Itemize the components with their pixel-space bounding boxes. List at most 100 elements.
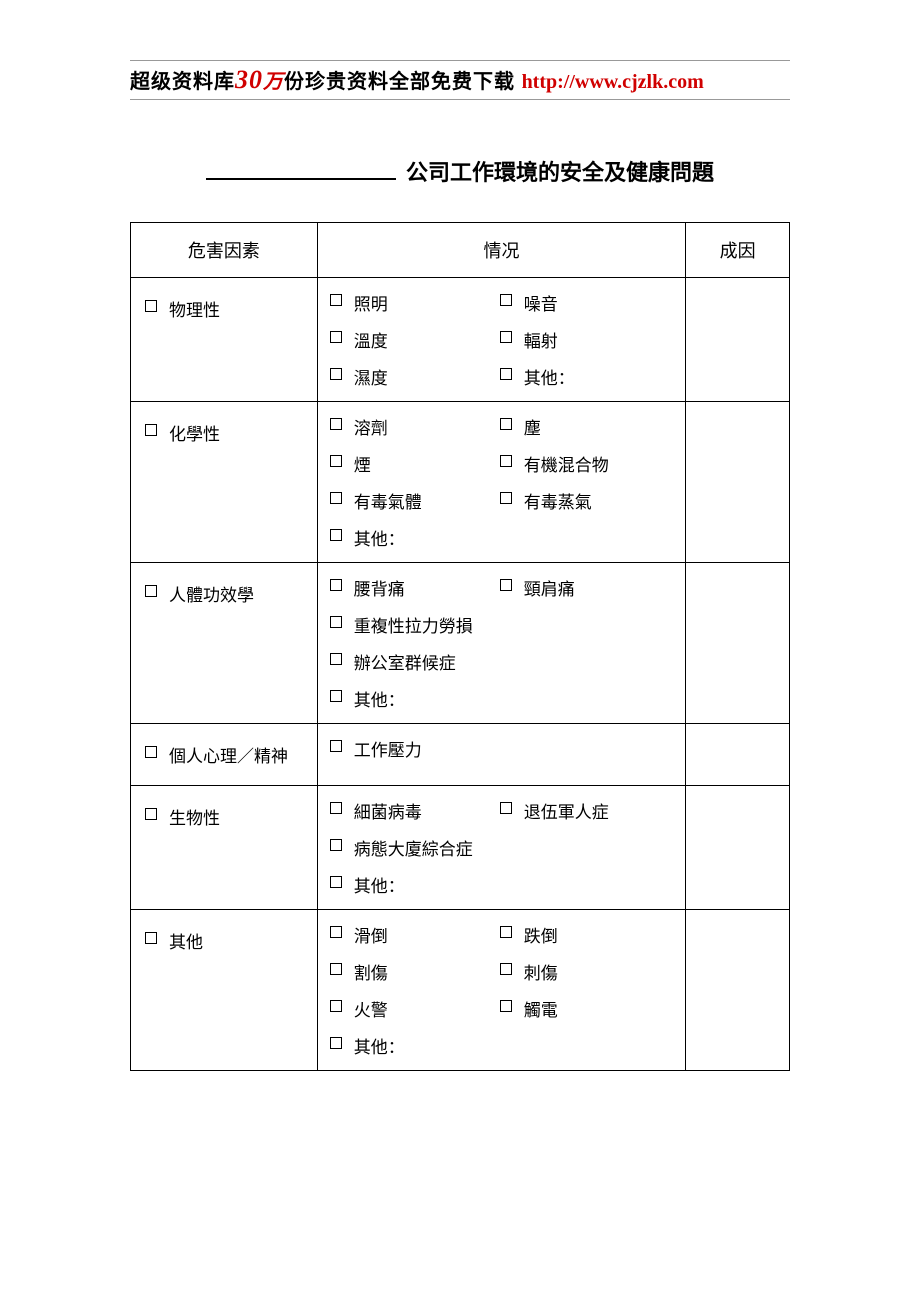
condition-pair: 有毒氣體 有毒蒸氣 <box>328 482 681 519</box>
condition-single: 其他： <box>328 680 681 717</box>
checkbox-icon[interactable] <box>500 1000 512 1012</box>
checkbox-icon[interactable] <box>330 579 342 591</box>
checkbox-icon[interactable] <box>500 579 512 591</box>
checkbox-item[interactable]: 其他： <box>498 358 668 395</box>
condition-single: 病態大廈綜合症 <box>328 829 681 866</box>
header-condition: 情况 <box>317 223 685 278</box>
company-blank-field[interactable] <box>206 178 396 180</box>
document-page: 超级资料库30万份珍贵资料全部免费下载 http://www.cjzlk.com… <box>0 0 920 1131</box>
checkbox-icon[interactable] <box>330 492 342 504</box>
checkbox-label: 其他 <box>169 928 203 953</box>
checkbox-icon[interactable] <box>330 876 342 888</box>
cause-cell[interactable] <box>686 910 790 1071</box>
checkbox-label: 濕度 <box>354 364 388 389</box>
checkbox-icon[interactable] <box>330 963 342 975</box>
checkbox-item[interactable]: 濕度 <box>328 358 498 395</box>
checkbox-icon[interactable] <box>330 653 342 665</box>
checkbox-item[interactable]: 辦公室群候症 <box>328 643 681 680</box>
checkbox-item[interactable]: 其他： <box>328 680 681 717</box>
checkbox-item[interactable]: 滑倒 <box>328 916 498 953</box>
checkbox-item[interactable]: 塵 <box>498 408 668 445</box>
checkbox-icon[interactable] <box>330 331 342 343</box>
checkbox-item[interactable]: 輻射 <box>498 321 668 358</box>
cause-cell[interactable] <box>686 278 790 402</box>
banner-text-3: 份珍贵资料全部免费下载 <box>284 71 515 93</box>
checkbox-label: 有毒氣體 <box>354 488 422 513</box>
checkbox-item[interactable]: 割傷 <box>328 953 498 990</box>
checkbox-icon[interactable] <box>330 294 342 306</box>
checkbox-item[interactable]: 火警 <box>328 990 498 1027</box>
cause-cell[interactable] <box>686 563 790 724</box>
checkbox-item[interactable]: 其他： <box>328 519 681 556</box>
checkbox-label: 其他： <box>524 364 575 389</box>
checkbox-item[interactable]: 噪音 <box>498 284 668 321</box>
checkbox-label: 溶劑 <box>354 414 388 439</box>
checkbox-icon[interactable] <box>500 331 512 343</box>
checkbox-label: 塵 <box>524 414 541 439</box>
checkbox-item[interactable]: 病態大廈綜合症 <box>328 829 681 866</box>
checkbox-item[interactable]: 有毒氣體 <box>328 482 498 519</box>
checkbox-item[interactable]: 溫度 <box>328 321 498 358</box>
checkbox-icon[interactable] <box>500 926 512 938</box>
checkbox-icon[interactable] <box>330 616 342 628</box>
checkbox-icon[interactable] <box>330 690 342 702</box>
checkbox-icon[interactable] <box>330 368 342 380</box>
condition-pair: 溫度輻射 <box>328 321 681 358</box>
checkbox-icon[interactable] <box>145 424 157 436</box>
checkbox-label: 噪音 <box>524 290 558 315</box>
checkbox-item[interactable]: 生物性 <box>141 798 313 835</box>
checkbox-item[interactable]: 腰背痛 <box>328 569 498 606</box>
checkbox-icon[interactable] <box>145 746 157 758</box>
checkbox-icon[interactable] <box>145 932 157 944</box>
checkbox-item[interactable]: 退伍軍人症 <box>498 792 668 829</box>
checkbox-icon[interactable] <box>500 802 512 814</box>
condition-cell: 細菌病毒退伍軍人症病態大廈綜合症其他： <box>317 786 685 910</box>
checkbox-item[interactable]: 化學性 <box>141 414 313 451</box>
checkbox-item[interactable]: 有機混合物 <box>498 445 668 482</box>
checkbox-icon[interactable] <box>500 368 512 380</box>
checkbox-icon[interactable] <box>330 455 342 467</box>
checkbox-label: 其他： <box>354 525 405 550</box>
checkbox-icon[interactable] <box>500 963 512 975</box>
checkbox-item[interactable]: 其他 <box>141 922 313 959</box>
cause-cell[interactable] <box>686 402 790 563</box>
checkbox-icon[interactable] <box>330 529 342 541</box>
checkbox-item[interactable]: 有毒蒸氣 <box>498 482 668 519</box>
checkbox-icon[interactable] <box>500 294 512 306</box>
checkbox-label: 物理性 <box>169 296 220 321</box>
condition-single: 辦公室群候症 <box>328 643 681 680</box>
checkbox-icon[interactable] <box>145 808 157 820</box>
checkbox-item[interactable]: 個人心理／精神 <box>141 736 313 773</box>
checkbox-item[interactable]: 細菌病毒 <box>328 792 498 829</box>
checkbox-item[interactable]: 工作壓力 <box>328 730 681 767</box>
cause-cell[interactable] <box>686 786 790 910</box>
checkbox-item[interactable]: 跌倒 <box>498 916 668 953</box>
checkbox-icon[interactable] <box>145 585 157 597</box>
checkbox-item[interactable]: 其他： <box>328 866 681 903</box>
checkbox-item[interactable]: 頸肩痛 <box>498 569 668 606</box>
checkbox-label: 刺傷 <box>524 959 558 984</box>
checkbox-item[interactable]: 刺傷 <box>498 953 668 990</box>
checkbox-item[interactable]: 觸電 <box>498 990 668 1027</box>
checkbox-item[interactable]: 人體功效學 <box>141 575 313 612</box>
checkbox-icon[interactable] <box>145 300 157 312</box>
checkbox-icon[interactable] <box>330 1000 342 1012</box>
checkbox-icon[interactable] <box>500 492 512 504</box>
checkbox-icon[interactable] <box>330 926 342 938</box>
checkbox-item[interactable]: 溶劑 <box>328 408 498 445</box>
checkbox-item[interactable]: 其他： <box>328 1027 681 1064</box>
checkbox-icon[interactable] <box>500 455 512 467</box>
checkbox-item[interactable]: 煙 <box>328 445 498 482</box>
checkbox-icon[interactable] <box>330 418 342 430</box>
checkbox-icon[interactable] <box>330 1037 342 1049</box>
checkbox-item[interactable]: 重複性拉力勞損 <box>328 606 681 643</box>
checkbox-item[interactable]: 照明 <box>328 284 498 321</box>
checkbox-icon[interactable] <box>330 839 342 851</box>
checkbox-icon[interactable] <box>500 418 512 430</box>
cause-cell[interactable] <box>686 724 790 786</box>
checkbox-label: 個人心理／精神 <box>169 742 288 767</box>
checkbox-icon[interactable] <box>330 802 342 814</box>
checkbox-label: 其他： <box>354 872 405 897</box>
checkbox-icon[interactable] <box>330 740 342 752</box>
checkbox-item[interactable]: 物理性 <box>141 290 313 327</box>
